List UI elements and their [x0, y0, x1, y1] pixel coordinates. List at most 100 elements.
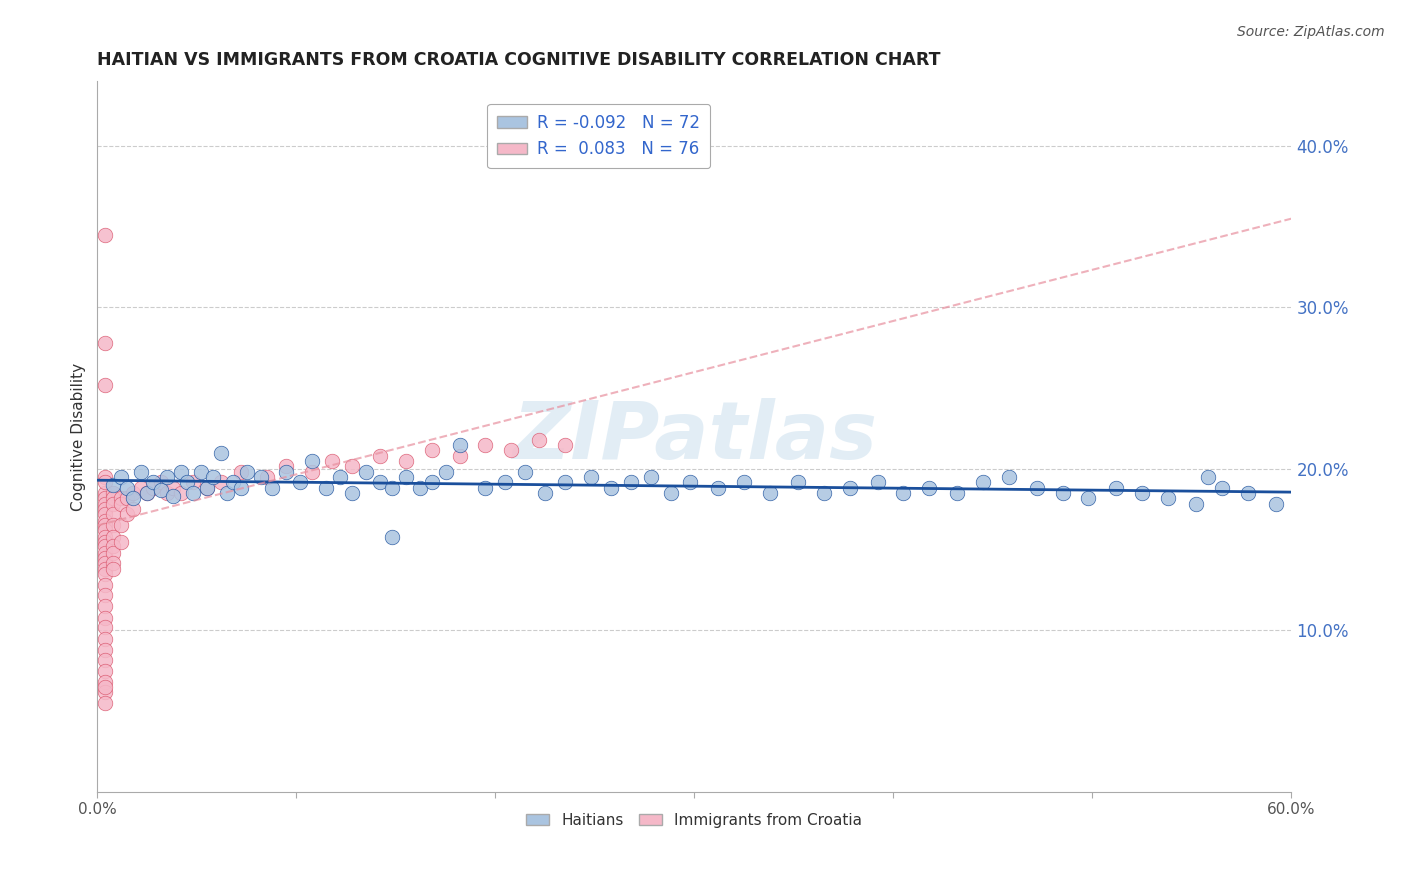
Point: [534, 486, 557, 500]
Point: [395, 470, 418, 484]
Point: [103, 530, 125, 544]
Point: [181, 475, 204, 489]
Point: [838, 481, 860, 495]
Point: [972, 475, 994, 489]
Point: [946, 486, 969, 500]
Point: [554, 438, 576, 452]
Point: [381, 481, 404, 495]
Point: [115, 507, 138, 521]
Point: [129, 465, 152, 479]
Point: [94, 518, 117, 533]
Point: [103, 478, 125, 492]
Point: [94, 566, 117, 581]
Point: [94, 514, 117, 528]
Point: [156, 470, 179, 484]
Point: [215, 486, 238, 500]
Point: [866, 475, 889, 489]
Point: [170, 486, 193, 500]
Point: [998, 470, 1021, 484]
Point: [94, 491, 117, 505]
Point: [209, 475, 232, 489]
Point: [94, 546, 117, 560]
Point: [340, 486, 363, 500]
Point: [94, 227, 117, 242]
Point: [515, 465, 537, 479]
Point: [94, 336, 117, 351]
Point: [170, 465, 193, 479]
Point: [1052, 486, 1074, 500]
Point: [786, 475, 808, 489]
Point: [103, 498, 125, 512]
Point: [449, 438, 471, 452]
Text: HAITIAN VS IMMIGRANTS FROM CROATIA COGNITIVE DISABILITY CORRELATION CHART: HAITIAN VS IMMIGRANTS FROM CROATIA COGNI…: [97, 51, 941, 69]
Point: [162, 490, 184, 504]
Point: [1105, 481, 1128, 495]
Point: [893, 486, 915, 500]
Point: [110, 498, 132, 512]
Legend: Haitians, Immigrants from Croatia: Haitians, Immigrants from Croatia: [520, 807, 869, 834]
Point: [94, 524, 117, 538]
Point: [103, 491, 125, 505]
Point: [1025, 481, 1047, 495]
Point: [221, 475, 243, 489]
Point: [235, 465, 257, 479]
Point: [94, 486, 117, 500]
Point: [276, 465, 298, 479]
Point: [94, 475, 117, 489]
Text: Source: ZipAtlas.com: Source: ZipAtlas.com: [1237, 25, 1385, 39]
Point: [256, 470, 278, 484]
Point: [94, 470, 117, 484]
Point: [103, 518, 125, 533]
Point: [1197, 470, 1219, 484]
Point: [813, 486, 835, 500]
Point: [1157, 491, 1180, 505]
Point: [918, 481, 941, 495]
Point: [110, 470, 132, 484]
Point: [368, 475, 391, 489]
Point: [1236, 486, 1258, 500]
Point: [229, 465, 252, 479]
Point: [420, 442, 443, 457]
Point: [94, 685, 117, 699]
Point: [449, 449, 471, 463]
Point: [136, 486, 159, 500]
Point: [229, 481, 252, 495]
Point: [368, 449, 391, 463]
Point: [201, 470, 224, 484]
Point: [94, 534, 117, 549]
Point: [94, 530, 117, 544]
Point: [94, 620, 117, 634]
Point: [94, 378, 117, 392]
Point: [679, 475, 702, 489]
Point: [129, 481, 152, 495]
Point: [599, 481, 621, 495]
Point: [1185, 498, 1208, 512]
Point: [395, 454, 418, 468]
Point: [494, 475, 516, 489]
Point: [122, 502, 145, 516]
Point: [94, 507, 117, 521]
Point: [733, 475, 755, 489]
Point: [103, 507, 125, 521]
Point: [142, 481, 165, 495]
Point: [94, 562, 117, 576]
Point: [554, 475, 576, 489]
Point: [315, 481, 337, 495]
Point: [527, 433, 550, 447]
Point: [579, 470, 602, 484]
Point: [620, 475, 643, 489]
Point: [1130, 486, 1153, 500]
Point: [115, 481, 138, 495]
Point: [276, 458, 298, 473]
Point: [1211, 481, 1233, 495]
Point: [142, 475, 165, 489]
Point: [94, 696, 117, 710]
Point: [1077, 491, 1099, 505]
Point: [659, 486, 682, 500]
Point: [94, 550, 117, 565]
Point: [190, 465, 212, 479]
Point: [301, 454, 323, 468]
Point: [474, 438, 496, 452]
Point: [94, 599, 117, 614]
Point: [209, 446, 232, 460]
